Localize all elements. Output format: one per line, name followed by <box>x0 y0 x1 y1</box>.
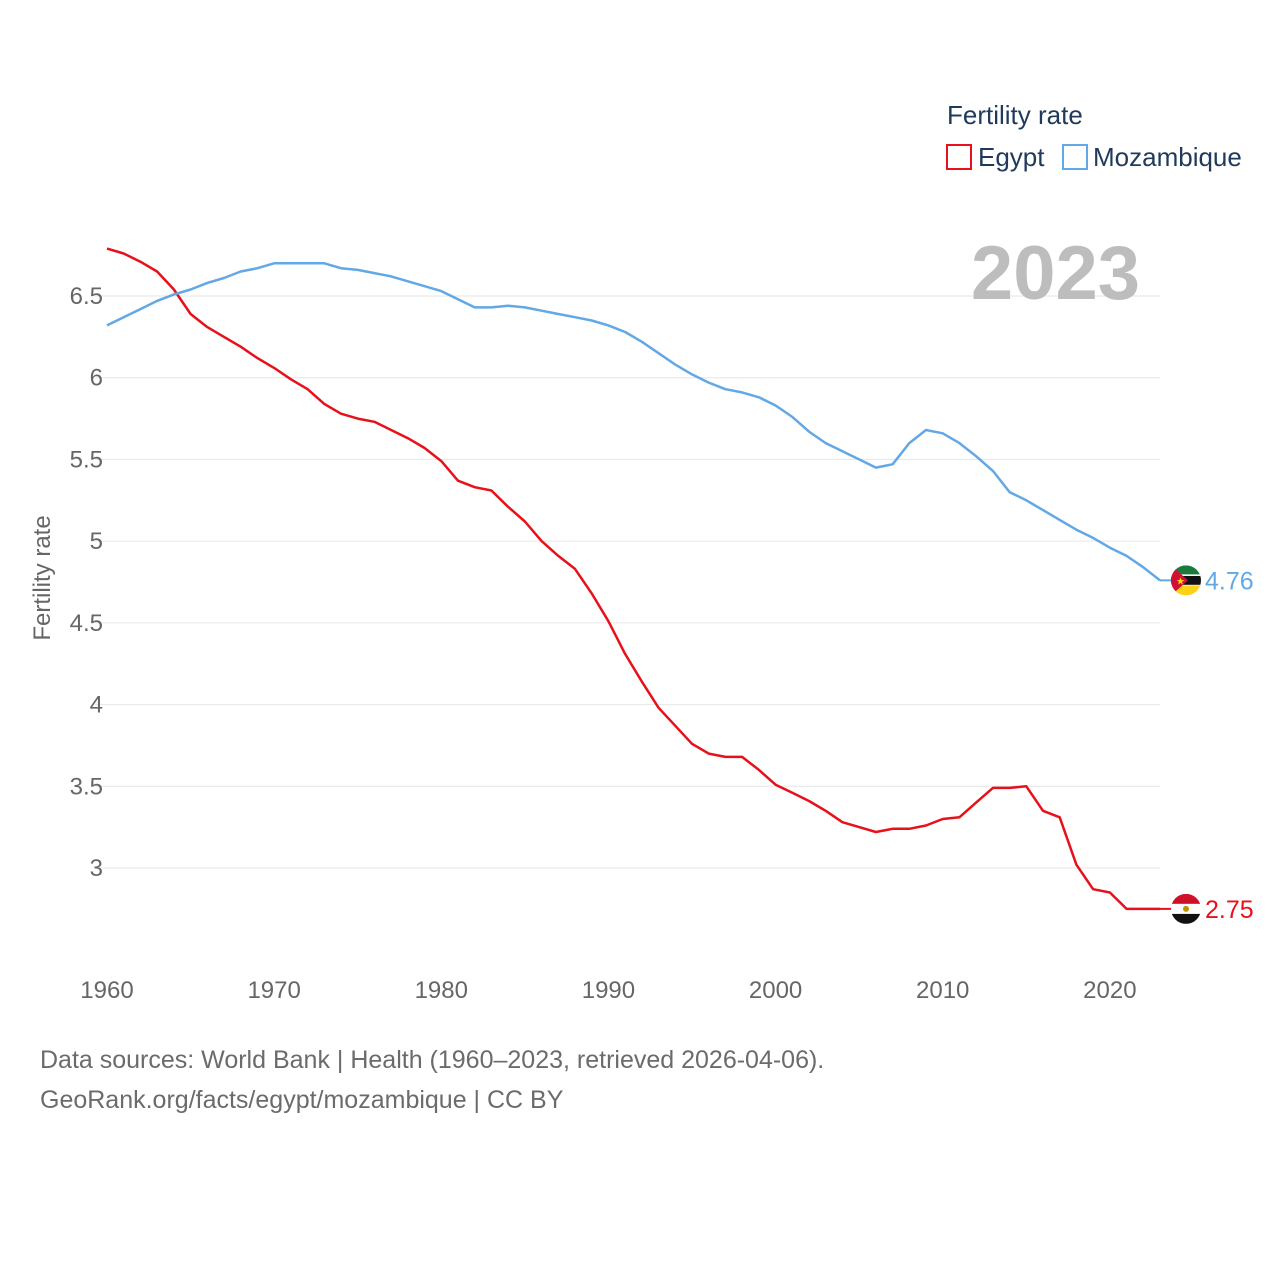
y-tick-label: 3.5 <box>70 773 103 800</box>
legend-title: Fertility rate <box>947 100 1083 130</box>
legend-swatch-egypt <box>946 144 972 170</box>
data-sources-text: Data sources: World Bank | Health (1960–… <box>40 1046 825 1074</box>
y-tick-label: 3 <box>90 855 103 882</box>
x-tick-label: 1970 <box>247 977 300 1004</box>
y-tick-label: 6 <box>90 365 103 392</box>
y-axis-title: Fertility rate <box>29 515 56 640</box>
footer: Data sources: World Bank | Health (1960–… <box>40 1040 824 1120</box>
x-tick-label: 1960 <box>80 977 133 1004</box>
series-line-mozambique <box>106 262 1161 582</box>
y-tick-label: 6.5 <box>70 283 103 310</box>
source-link[interactable]: GeoRank.org/facts/egypt/mozambique | CC … <box>40 1086 564 1114</box>
mozambique-flag-icon: ★ <box>1171 565 1201 596</box>
fertility-rate-chart: 3 3.5 4 4.5 5 5.5 6 6.5 1960 1970 1980 1990 2000 201… <box>29 100 1254 1004</box>
end-label-egypt: 2.75 <box>1205 896 1254 924</box>
y-tick-label: 4.5 <box>70 610 103 637</box>
x-tick-label: 1990 <box>582 977 635 1004</box>
egypt-flag-icon <box>1171 893 1201 924</box>
end-label-mozambique: 4.76 <box>1205 567 1254 595</box>
legend-label-mozambique[interactable]: Mozambique <box>1093 142 1242 172</box>
x-axis-ticks: 1960 1970 1980 1990 2000 2010 2020 <box>80 977 1136 1004</box>
year-label: 2023 <box>971 231 1140 316</box>
series-line-egypt <box>106 247 1160 911</box>
x-tick-label: 1980 <box>415 977 468 1004</box>
x-tick-label: 2020 <box>1083 977 1136 1004</box>
series-lines <box>106 247 1186 911</box>
legend-label-egypt[interactable]: Egypt <box>978 142 1045 172</box>
x-tick-label: 2000 <box>749 977 802 1004</box>
y-tick-label: 5.5 <box>70 446 103 473</box>
y-tick-label: 4 <box>90 692 103 719</box>
legend: Fertility rate Egypt Mozambique <box>946 100 1242 172</box>
gridlines <box>95 295 1160 869</box>
svg-text:★: ★ <box>1176 576 1185 587</box>
x-tick-label: 2010 <box>916 977 969 1004</box>
y-tick-label: 5 <box>90 528 103 555</box>
legend-swatch-mozambique <box>1062 144 1088 170</box>
y-axis-ticks: 3 3.5 4 4.5 5 5.5 6 6.5 <box>70 283 103 882</box>
